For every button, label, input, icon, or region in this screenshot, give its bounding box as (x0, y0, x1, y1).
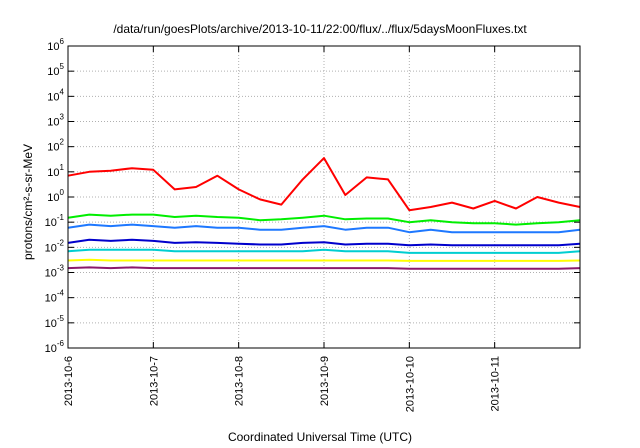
y-tick-label: 101 (47, 163, 64, 179)
series-line-4 (67, 238, 581, 247)
y-tick-exponent: 5 (60, 62, 65, 71)
y-tick-base: 10 (45, 242, 57, 254)
y-tick-base: 10 (45, 343, 57, 355)
y-tick-label: 100 (47, 188, 64, 204)
y-tick-base: 10 (47, 142, 59, 154)
y-tick-label: 10-5 (45, 314, 65, 330)
y-tick-label: 10-4 (45, 289, 65, 305)
y-tick-label: 106 (47, 37, 64, 53)
grid-lines (68, 46, 580, 348)
y-tick-base: 10 (45, 293, 57, 305)
y-tick-base: 10 (47, 41, 59, 53)
y-tick-base: 10 (47, 91, 59, 103)
y-tick-exponent: -5 (57, 314, 65, 323)
y-tick-exponent: 0 (60, 188, 65, 197)
y-tick-label: 103 (47, 113, 64, 129)
y-tick-base: 10 (45, 268, 57, 280)
y-tick-base: 10 (45, 217, 57, 229)
series-line-6 (67, 258, 581, 262)
series-line-5 (67, 248, 581, 254)
y-tick-base: 10 (45, 318, 57, 330)
y-tick-base: 10 (47, 167, 59, 179)
x-tick-label: 2013-10-8 (234, 356, 246, 406)
y-tick-exponent: -1 (57, 213, 65, 222)
y-tick-label: 10-3 (45, 264, 65, 280)
y-tick-label: 104 (47, 87, 64, 103)
series-line-3 (67, 223, 581, 234)
series-line-2 (67, 213, 581, 226)
y-tick-exponent: -6 (57, 339, 65, 348)
y-tick-exponent: -2 (57, 238, 65, 247)
x-tick-label: 2013-10-9 (319, 356, 331, 406)
y-tick-exponent: 3 (60, 113, 65, 122)
y-tick-exponent: -4 (57, 289, 65, 298)
chart-title: /data/run/goesPlots/archive/2013-10-11/2… (113, 22, 527, 36)
series-line-1 (67, 157, 581, 212)
y-tick-exponent: 6 (60, 37, 65, 46)
y-tick-label: 10-6 (45, 339, 65, 355)
y-tick-exponent: 4 (60, 87, 65, 96)
y-tick-label: 10-2 (45, 238, 65, 254)
x-tick-label: 2013-10-7 (148, 356, 160, 406)
x-tick-label: 2013-10-11 (490, 356, 502, 411)
series-group (67, 157, 581, 270)
x-tick-group: 2013-10-6 2013-10-7 2013-10-8 2013-10-9 2013… (63, 46, 502, 412)
x-tick-label: 2013-10-10 (404, 356, 416, 412)
y-tick-base: 10 (47, 66, 59, 78)
x-axis-label: Coordinated Universal Time (UTC) (227, 430, 413, 444)
y-tick-base: 10 (47, 117, 59, 129)
y-tick-base: 10 (47, 192, 59, 204)
y-tick-exponent: -3 (57, 264, 65, 273)
x-tick-label: 2013-10-6 (63, 356, 75, 406)
series-line-7 (67, 266, 581, 270)
y-tick-group: 10-610-510-410-310-210-11001011021031041… (45, 37, 580, 355)
y-tick-label: 102 (47, 138, 64, 154)
y-tick-label: 105 (47, 62, 64, 78)
y-tick-exponent: 2 (60, 138, 65, 147)
y-tick-exponent: 1 (60, 163, 65, 172)
y-tick-label: 10-1 (45, 213, 65, 229)
